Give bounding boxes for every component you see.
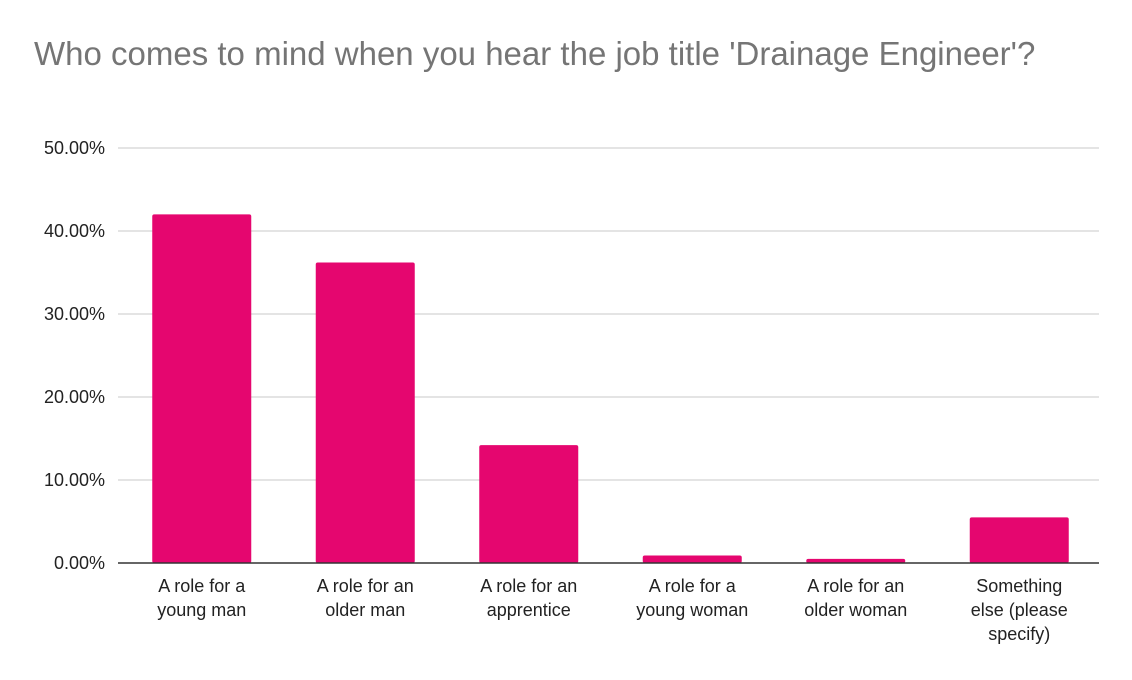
x-category-label: A role for a young woman xyxy=(636,576,748,620)
y-tick-label: 20.00% xyxy=(44,387,105,407)
grid-lines xyxy=(118,147,1099,481)
bar xyxy=(806,558,906,563)
y-tick-labels: 0.00% 10.00% 20.00% 30.00% 40.00% 50.00% xyxy=(44,138,105,573)
y-tick-label: 30.00% xyxy=(44,304,105,324)
bar xyxy=(479,445,579,563)
x-category-label: A role for a young man xyxy=(157,576,246,620)
bar xyxy=(969,517,1069,563)
x-category-label: A role for an apprentice xyxy=(480,576,577,620)
category-labels: A role for a young man A role for an older … xyxy=(157,576,1068,644)
bar xyxy=(642,555,742,563)
bar xyxy=(152,214,252,563)
y-tick-label: 10.00% xyxy=(44,470,105,490)
y-tick-label: 0.00% xyxy=(54,553,105,573)
x-category-label: A role for an older man xyxy=(317,576,414,620)
x-category-label: Something else (please specify) xyxy=(971,576,1068,644)
y-tick-label: 40.00% xyxy=(44,221,105,241)
y-tick-label: 50.00% xyxy=(44,138,105,158)
bars xyxy=(152,214,1069,563)
chart-title: Who comes to mind when you hear the job … xyxy=(34,35,1036,72)
bar xyxy=(315,262,415,563)
x-category-label: A role for an older woman xyxy=(804,576,907,620)
